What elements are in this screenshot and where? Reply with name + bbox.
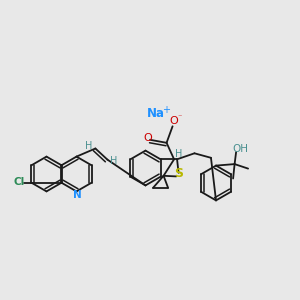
Text: N: N: [73, 190, 82, 200]
Text: ⁻: ⁻: [177, 113, 182, 122]
Text: OH: OH: [232, 144, 249, 154]
Text: O: O: [170, 116, 178, 126]
Text: O: O: [143, 133, 152, 143]
Text: S: S: [174, 167, 183, 180]
Text: H: H: [175, 149, 182, 159]
Text: H: H: [85, 141, 92, 151]
Text: Cl: Cl: [13, 177, 24, 187]
Text: Na: Na: [147, 107, 165, 120]
Text: +: +: [162, 105, 170, 116]
Text: H: H: [110, 156, 118, 167]
